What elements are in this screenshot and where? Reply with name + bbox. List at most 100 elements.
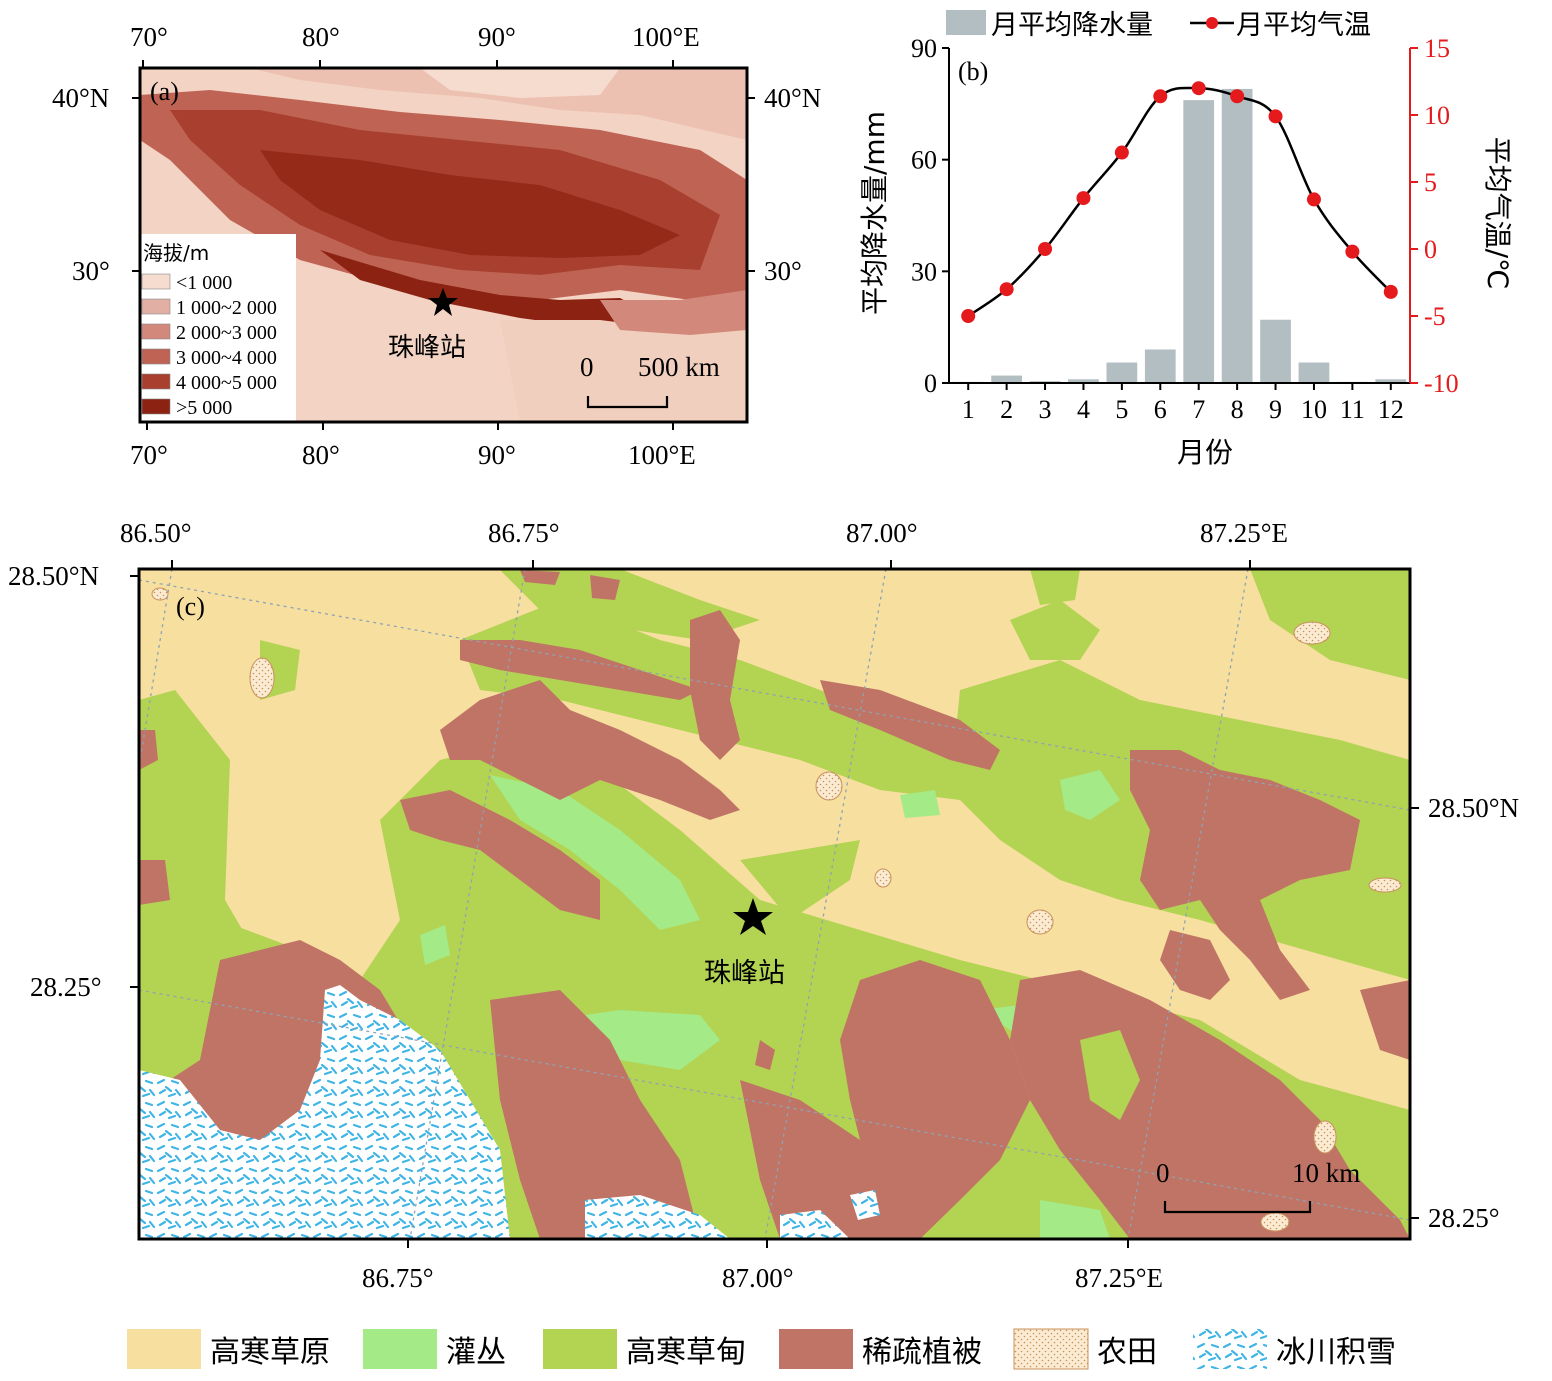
temperature-line [967, 86, 1392, 318]
x-tick-label: 11 [1340, 395, 1365, 424]
legend-label-sparse-vegetation: 稀疏植被 [862, 1335, 982, 1370]
elevation-legend-label: 1 000~2 000 [176, 297, 277, 319]
a-bottom-tick-90: 90° [478, 440, 516, 470]
left-axis-title: 平均降水量/mm [858, 111, 891, 315]
panel-c-station-label: 珠峰站 [704, 958, 785, 989]
temperature-point [1230, 89, 1245, 104]
station-star-icon [428, 288, 458, 316]
station-star-icon [733, 898, 773, 935]
legend-temp-label: 月平均气温 [1236, 10, 1371, 41]
a-right-tick-40n: 40°N [764, 83, 821, 113]
legend-precip-swatch [946, 10, 986, 35]
precip-bar [1298, 362, 1330, 383]
x-tick-label: 2 [1000, 395, 1013, 424]
c-scalebar-end: 10 km [1292, 1158, 1360, 1188]
temperature-point [961, 309, 976, 323]
a-bottom-tick-70: 70° [130, 440, 168, 470]
elevation-legend-swatch [141, 348, 171, 365]
precip-bar [1068, 379, 1099, 383]
legend-label-alpine-steppe: 高寒草原 [210, 1335, 330, 1370]
a-left-tick-30: 30° [72, 256, 110, 286]
elevation-legend-label: 3 000~4 000 [176, 347, 277, 369]
a-top-tick-100: 100°E [632, 22, 700, 52]
elevation-legend-swatch [141, 273, 171, 290]
panel-c-station: 珠峰站 [704, 898, 785, 989]
panel-a-station: 珠峰站 [388, 288, 466, 363]
x-tick-label: 4 [1077, 395, 1090, 424]
elevation-legend-label: 2 000~3 000 [176, 322, 277, 344]
a-top-tick-70: 70° [130, 22, 168, 52]
a-scalebar-start: 0 [580, 352, 594, 382]
elevation-legend-title: 海拔/m [143, 241, 209, 265]
legend-swatch-alpine-steppe [127, 1329, 201, 1369]
x-tick-label: 1 [962, 395, 975, 424]
panel-c-scalebar: 0 10 km [1156, 1158, 1360, 1214]
precip-bar [1106, 362, 1138, 383]
x-tick-label: 3 [1039, 395, 1052, 424]
precip-bar [1144, 349, 1176, 383]
temperature-point [1191, 81, 1206, 96]
a-left-tick-40n: 40°N [52, 83, 109, 113]
panel-a-ticks: 70° 80° 90° 100°E 70° 80° 90° 100°E 40°N… [52, 22, 821, 470]
a-top-tick-80: 80° [302, 22, 340, 52]
a-scalebar-end: 500 km [638, 352, 720, 382]
c-top-tick-86-75: 86.75° [488, 518, 560, 548]
right-tick-label: -5 [1424, 302, 1446, 331]
legend-temp-marker [1206, 17, 1218, 29]
left-tick-label: 0 [924, 369, 937, 398]
x-tick-label: 10 [1301, 395, 1327, 424]
temperature-point [1114, 145, 1129, 160]
a-top-tick-90: 90° [478, 22, 516, 52]
legend-label-alpine-meadow: 高寒草甸 [626, 1335, 746, 1370]
temperature-point [1345, 244, 1360, 259]
left-tick-label: 60 [911, 146, 937, 175]
right-tick-label: -10 [1424, 369, 1459, 398]
c-top-tick-87-25: 87.25°E [1200, 518, 1288, 548]
precip-bar [1260, 319, 1291, 383]
landcover-legend: 高寒草原 灌丛 高寒草甸 稀疏植被 农田 冰川积雪 [127, 1328, 1396, 1370]
panel-b-label: (b) [958, 57, 988, 86]
elevation-legend-swatch [141, 298, 171, 315]
legend-label-shrub: 灌丛 [446, 1335, 506, 1370]
c-top-tick-87-00: 87.00° [846, 518, 918, 548]
c-top-tick-86-50: 86.50° [120, 518, 192, 548]
c-left-tick-28-50n: 28.50°N [8, 561, 99, 591]
a-bottom-tick-100: 100°E [628, 440, 696, 470]
precip-bar [991, 375, 1022, 383]
c-bottom-tick-87-00: 87.00° [722, 1263, 794, 1293]
temperature-point [1153, 89, 1168, 104]
x-tick-label: 7 [1192, 395, 1205, 424]
legend-label-farmland: 农田 [1097, 1335, 1157, 1370]
x-tick-label: 12 [1378, 395, 1404, 424]
a-bottom-tick-80: 80° [302, 440, 340, 470]
panel-c-label: (c) [176, 592, 205, 621]
temperature-point [1383, 284, 1398, 299]
legend-swatch-glacier-snow [1193, 1329, 1267, 1369]
precip-bar [1375, 379, 1407, 383]
panel-c-ticks: 86.50° 86.75° 87.00° 87.25°E 86.75° 87.0… [8, 518, 1519, 1293]
c-left-tick-28-25: 28.25° [30, 972, 102, 1002]
a-right-tick-30: 30° [764, 256, 802, 286]
x-axis-title: 月份 [1177, 436, 1233, 469]
panel-a-label: (a) [150, 77, 179, 106]
panel-a-scalebar: 0 500 km [580, 352, 720, 409]
elevation-legend-label: 4 000~5 000 [176, 372, 277, 394]
x-tick-label: 8 [1231, 395, 1244, 424]
elevation-legend: 海拔/m <1 000 1 000~2 000 2 000~3 000 3 000~4… [141, 241, 277, 419]
right-tick-label: 5 [1424, 168, 1437, 197]
legend-swatch-sparse-vegetation [779, 1329, 853, 1369]
legend-swatch-alpine-meadow [543, 1329, 617, 1369]
legend-swatch-shrub [363, 1329, 437, 1369]
c-right-tick-28-50n: 28.50°N [1428, 793, 1519, 823]
panel-c-map [137, 567, 1412, 1241]
chart-legend: 月平均降水量 月平均气温 [946, 10, 1371, 41]
temperature-point [1038, 242, 1053, 256]
c-scalebar-start: 0 [1156, 1158, 1170, 1188]
precip-bar [1221, 88, 1253, 383]
legend-precip-label: 月平均降水量 [991, 10, 1153, 41]
elevation-legend-swatch [141, 398, 171, 415]
elevation-legend-label: <1 000 [176, 272, 232, 294]
temperature-point [1306, 192, 1321, 207]
